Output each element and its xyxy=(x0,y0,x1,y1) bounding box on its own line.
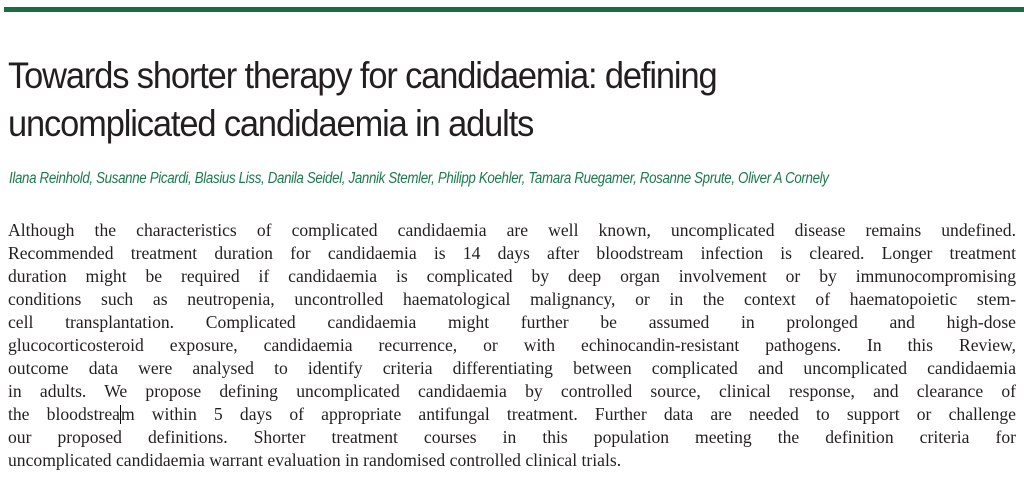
title-line: uncomplicated candidaemia in adults xyxy=(8,103,534,144)
abstract-line: Although the characteristics of complica… xyxy=(8,220,1016,240)
article-title: Towards shorter therapy for candidaemia:… xyxy=(8,52,938,148)
title-line: Towards shorter therapy for candidaemia:… xyxy=(8,55,718,96)
abstract-line: Recommended treatment duration for candi… xyxy=(8,243,1016,263)
author-list: Ilana Reinhold, Susanne Picardi, Blasius… xyxy=(9,170,829,187)
abstract-line: cell transplantation. Complicated candid… xyxy=(8,312,1016,332)
abstract-line: outcome data were analysed to identify c… xyxy=(8,358,1016,378)
abstract-line: our proposed definitions. Shorter treatm… xyxy=(8,427,1016,447)
abstract: Although the characteristics of complica… xyxy=(8,219,1016,472)
abstract-line: glucocorticosteroid exposure, candidaemi… xyxy=(8,335,1016,355)
abstract-line: in adults. We propose defining uncomplic… xyxy=(8,381,1016,401)
abstract-line: uncomplicated candidaemia warrant evalua… xyxy=(8,450,622,470)
abstract-line: the bloodstream within 5 days of appropr… xyxy=(8,403,1016,426)
text-cursor xyxy=(119,405,121,424)
abstract-line: conditions such as neutropenia, uncontro… xyxy=(8,289,1016,309)
abstract-text-before-caret: the bloodstrea xyxy=(8,404,120,424)
abstract-text-after-caret: m within 5 days of appropriate antifunga… xyxy=(120,404,1016,424)
abstract-line: duration might be required if candidaemi… xyxy=(8,266,1016,286)
journal-accent-bar xyxy=(4,7,1024,12)
